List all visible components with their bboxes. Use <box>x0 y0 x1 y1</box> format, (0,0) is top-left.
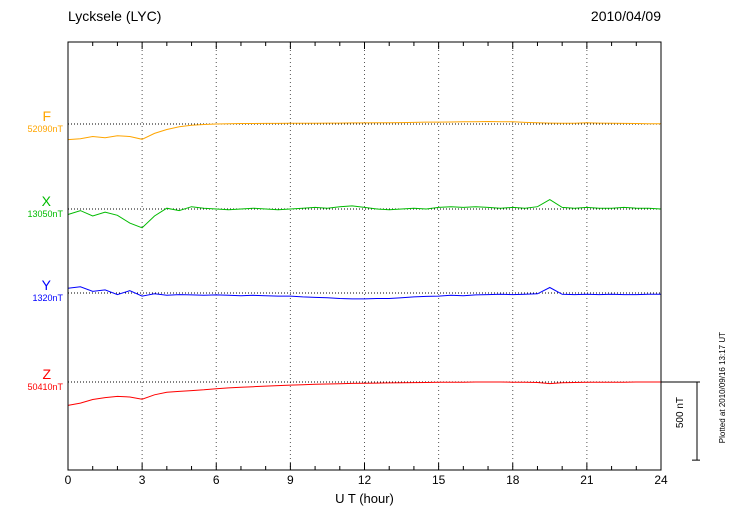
plot-date: 2010/04/09 <box>590 8 661 24</box>
station-title: Lycksele (LYC) <box>68 8 162 24</box>
trace-f <box>67 120 661 141</box>
x-axis-title: U T (hour) <box>335 491 394 506</box>
trace-z <box>67 381 661 406</box>
plot-frame <box>67 41 662 471</box>
plot-footnote: Plotted at 2010/09/16 13:17 UT <box>718 332 727 444</box>
scale-bar-label: 500 nT <box>675 397 686 429</box>
trace-x <box>67 199 662 229</box>
trace-y <box>67 286 661 300</box>
